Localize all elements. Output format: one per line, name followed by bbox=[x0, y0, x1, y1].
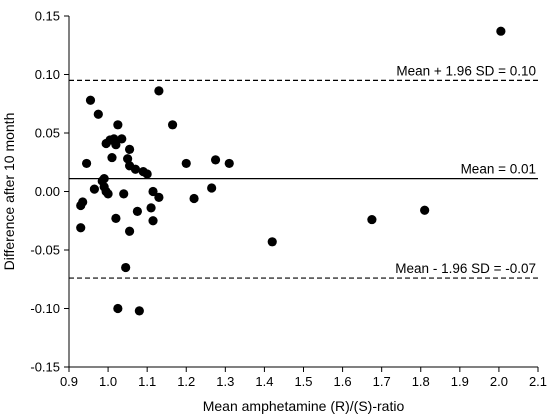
data-point bbox=[76, 223, 86, 233]
data-point bbox=[367, 214, 377, 225]
data-point bbox=[124, 144, 135, 154]
data-point bbox=[167, 120, 178, 130]
reference-line-label: Mean = 0.01 bbox=[461, 162, 536, 177]
x-tick-label: 1.9 bbox=[451, 374, 469, 389]
x-tick-label: 2.0 bbox=[490, 374, 508, 389]
y-tick-label: -0.10 bbox=[30, 301, 60, 316]
data-point bbox=[111, 140, 121, 150]
data-point bbox=[181, 158, 191, 169]
x-tick-label: 1.6 bbox=[334, 374, 352, 389]
data-point bbox=[113, 303, 123, 314]
x-tick-label: 1.3 bbox=[216, 374, 234, 389]
data-point bbox=[134, 306, 144, 316]
x-tick-label: 1.7 bbox=[373, 374, 391, 389]
data-point bbox=[85, 95, 96, 105]
data-point bbox=[132, 206, 142, 216]
reference-line-label: Mean + 1.96 SD = 0.10 bbox=[396, 63, 536, 78]
x-axis-title: Mean amphetamine (R)/(S)-ratio bbox=[203, 398, 405, 414]
reference-line-labels: Mean + 1.96 SD = 0.10 Mean = 0.01 Mean - 1… bbox=[395, 63, 536, 276]
data-point bbox=[124, 226, 135, 236]
data-point bbox=[148, 186, 158, 197]
data-point bbox=[210, 155, 221, 165]
data-point bbox=[113, 120, 123, 130]
x-axis-ticks: 0.9 1.0 1.1 1.2 1.3 1.4 1.5 1.6 1.7 1.8 1.9 2.0 2.1 bbox=[60, 367, 547, 389]
x-tick-label: 1.1 bbox=[138, 374, 156, 389]
x-tick-label: 0.9 bbox=[60, 374, 78, 389]
y-tick-label: -0.15 bbox=[30, 360, 60, 375]
data-point bbox=[117, 134, 127, 144]
data-point bbox=[267, 237, 277, 247]
x-tick-label: 2.1 bbox=[529, 374, 547, 389]
y-axis-title: Difference after 10 month bbox=[1, 113, 17, 271]
data-point bbox=[123, 154, 133, 164]
data-point bbox=[146, 203, 156, 213]
data-points bbox=[76, 26, 506, 316]
reference-lines bbox=[69, 79, 538, 279]
data-point bbox=[81, 158, 92, 169]
y-tick-label: 0.05 bbox=[35, 126, 60, 141]
data-point bbox=[78, 197, 88, 207]
x-tick-label: 1.4 bbox=[255, 374, 273, 389]
data-point bbox=[224, 158, 234, 169]
data-point bbox=[189, 193, 199, 204]
reference-line-label: Mean - 1.96 SD = -0.07 bbox=[395, 261, 536, 276]
data-point bbox=[154, 86, 164, 96]
data-point bbox=[99, 174, 109, 184]
data-point bbox=[103, 189, 113, 199]
data-point bbox=[148, 216, 158, 226]
y-axis-ticks: -0.15 -0.10 -0.05 0.00 0.05 0.10 0.15 bbox=[30, 9, 69, 375]
data-point bbox=[130, 164, 141, 174]
data-point bbox=[111, 213, 121, 224]
data-point bbox=[93, 109, 103, 119]
x-tick-label: 1.8 bbox=[412, 374, 430, 389]
data-point bbox=[119, 189, 129, 199]
data-point bbox=[420, 205, 430, 215]
data-point bbox=[496, 26, 506, 36]
y-tick-label: -0.05 bbox=[30, 243, 60, 258]
data-point bbox=[121, 262, 131, 273]
y-tick-label: 0.10 bbox=[35, 67, 60, 82]
x-tick-label: 1.2 bbox=[177, 374, 195, 389]
data-point bbox=[207, 183, 217, 193]
y-tick-label: 0.00 bbox=[35, 184, 60, 199]
data-point bbox=[107, 152, 117, 163]
data-point bbox=[142, 169, 152, 179]
y-tick-label: 0.15 bbox=[35, 9, 60, 24]
x-tick-label: 1.5 bbox=[294, 374, 312, 389]
x-tick-label: 1.0 bbox=[99, 374, 117, 389]
data-point bbox=[89, 184, 100, 194]
data-point bbox=[154, 192, 164, 202]
